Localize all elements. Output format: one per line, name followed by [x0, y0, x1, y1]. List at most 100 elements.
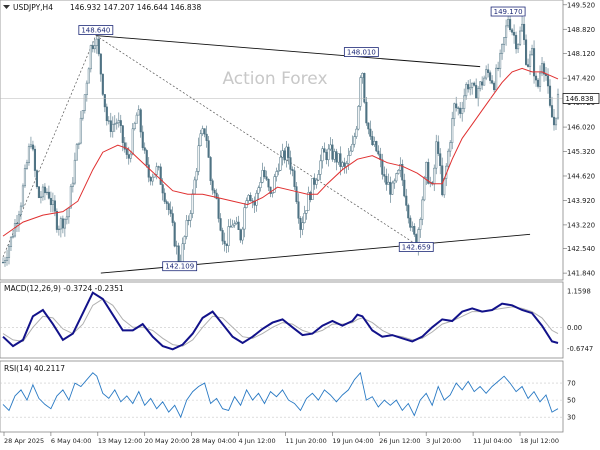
candle-body: [181, 243, 184, 265]
candle-body: [251, 200, 254, 202]
candle-body: [269, 186, 272, 194]
chart-header: USDJPY,H4 146.932 147.207 146.644 146.83…: [3, 3, 201, 12]
candle-body: [287, 146, 290, 158]
candle-body: [395, 173, 398, 182]
candle-body: [109, 120, 112, 132]
candle-body: [255, 192, 258, 206]
candle-body: [497, 67, 500, 70]
candle-body: [123, 142, 126, 150]
candle-body: [405, 195, 408, 206]
candle-body: [489, 72, 492, 81]
candle-body: [387, 181, 390, 185]
candle-body: [249, 195, 252, 201]
candle-body: [317, 174, 320, 181]
y-tick-label: 148.120: [567, 50, 595, 58]
rsi-line: [2, 371, 559, 419]
candle-body: [177, 245, 180, 263]
candle-body: [275, 171, 278, 177]
candle-body: [145, 150, 148, 166]
y-tick-label: 144.620: [567, 172, 595, 180]
candle-body: [527, 64, 530, 67]
candle-body: [532, 48, 536, 77]
candle-body: [75, 144, 78, 161]
candle-body: [101, 73, 104, 95]
candle-body: [397, 169, 400, 174]
candle-body: [485, 69, 488, 79]
candle-body: [381, 159, 384, 175]
candle-body: [9, 236, 13, 247]
candle-body: [399, 164, 402, 171]
candle-body: [243, 207, 246, 230]
candle-body: [41, 186, 44, 198]
candle-body: [343, 162, 346, 167]
candle-body: [540, 63, 544, 74]
candle-body: [505, 25, 508, 38]
candle-body: [167, 203, 170, 210]
candle-body: [361, 73, 364, 78]
candle-body: [311, 178, 314, 200]
candle-body: [197, 145, 200, 172]
candle-body: [335, 151, 338, 163]
x-tick-label: 11 Jul 04:00: [473, 437, 512, 445]
candle-body: [471, 82, 474, 88]
candle-body: [321, 148, 324, 162]
candle-body: [365, 101, 368, 124]
candle-body: [389, 181, 392, 195]
candle-body: [475, 85, 478, 99]
rsi-chart: RSI(14) 40.2117 70 50 30: [0, 360, 576, 433]
candle-body: [27, 146, 31, 163]
candle-body: [159, 166, 162, 185]
candle-body: [357, 106, 360, 130]
candle-body: [23, 168, 27, 187]
candle-body: [457, 107, 460, 109]
candle-body: [13, 222, 17, 237]
candle-body: [509, 19, 512, 31]
candle-body: [546, 75, 550, 87]
candle-body: [223, 240, 226, 245]
candle-body: [169, 209, 172, 214]
candle-body: [227, 226, 230, 246]
candle-body: [183, 236, 186, 244]
candle-body: [315, 179, 318, 185]
candle-body: [393, 180, 396, 184]
candle-body: [331, 144, 334, 160]
x-tick-label: 19 Jun 04:00: [332, 437, 373, 445]
candle-body: [43, 186, 46, 194]
candle-body: [5, 257, 9, 261]
rsi-tick-label: 30: [567, 414, 576, 422]
y-tick-label: 149.520: [567, 1, 595, 9]
candle-body: [149, 177, 152, 182]
x-tick-label: 18 Jul 12:00: [520, 437, 559, 445]
candle-body: [403, 179, 406, 197]
candle-body: [519, 30, 522, 45]
candle-body: [341, 162, 344, 167]
candle-body: [231, 224, 234, 228]
candle-body: [375, 141, 378, 152]
collapse-triangle-icon[interactable]: [3, 5, 10, 9]
candle-body: [473, 82, 476, 86]
candle-body: [25, 162, 29, 169]
candle-body: [29, 144, 32, 147]
candle-body: [117, 120, 120, 124]
candle-body: [349, 150, 352, 156]
candle-body: [211, 180, 214, 191]
candle-body: [135, 114, 138, 124]
macd-tick-label: 1.1598: [567, 287, 591, 295]
candle-body: [93, 45, 96, 50]
candle-body: [239, 229, 242, 241]
candle-body: [499, 53, 502, 70]
candle-body: [309, 192, 312, 200]
candle-body: [439, 153, 442, 166]
candle-body: [409, 217, 412, 228]
candle-body: [391, 182, 394, 195]
candle-body: [73, 159, 76, 184]
candle-body: [213, 189, 216, 194]
macd-title: MACD(12,26,9) -0.3724 -0.2351: [4, 284, 124, 293]
candle-body: [333, 151, 336, 160]
candle-body: [103, 94, 106, 108]
x-tick-label: 6 May 04:00: [51, 437, 91, 445]
candle-body: [427, 162, 430, 184]
candle-body: [175, 245, 178, 247]
candle-body: [141, 131, 144, 148]
candle-body: [187, 219, 190, 222]
